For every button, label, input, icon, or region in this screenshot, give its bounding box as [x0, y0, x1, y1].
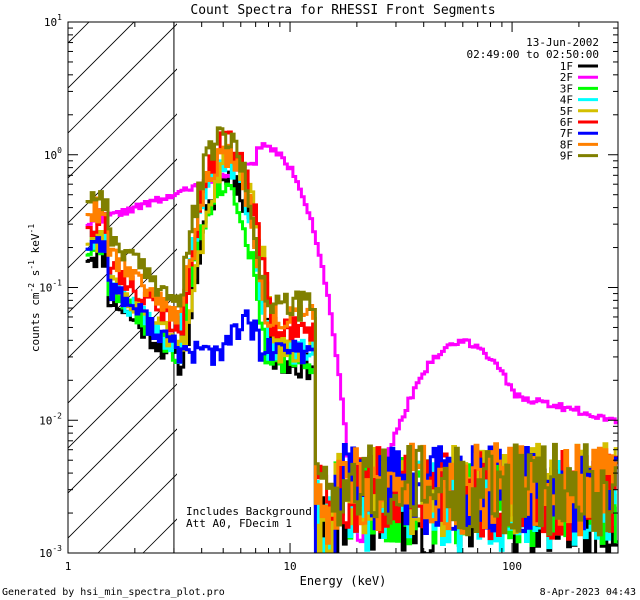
legend-label: 6F — [560, 116, 573, 129]
y-tick-label: 10-1 — [39, 279, 62, 295]
legend-label: 2F — [560, 71, 573, 84]
time-range-label: 02:49:00 to 02:50:00 — [467, 48, 599, 61]
hatch-line — [68, 383, 177, 494]
y-tick-label: 10-2 — [39, 411, 62, 427]
date-label: 13-Jun-2002 — [526, 36, 599, 49]
hatch-line — [68, 158, 177, 269]
y-tick-label: 10-3 — [39, 544, 62, 560]
chart-title: Count Spectra for RHESSI Front Segments — [190, 3, 495, 18]
footer-timestamp: 8-Apr-2023 04:43 — [540, 587, 636, 598]
legend-label: 8F — [560, 138, 573, 151]
y-axis-label: counts cm-2 s-1 keV-1 — [27, 224, 42, 352]
y-tick-label: 101 — [44, 13, 62, 29]
series-9F-line — [85, 126, 618, 537]
hatch-line — [68, 338, 177, 449]
x-axis-label: Energy (keV) — [300, 574, 387, 588]
series-8F-line — [85, 143, 618, 545]
x-tick-label: 100 — [502, 560, 522, 573]
footer-generated-by: Generated by hsi_min_spectra_plot.pro — [2, 587, 225, 598]
legend-label: 5F — [560, 105, 573, 118]
annotation-background: Includes Background — [186, 505, 312, 518]
x-tick-labels: 1 10 100 — [65, 560, 522, 573]
series-layer — [85, 126, 618, 553]
legend-label: 7F — [560, 127, 573, 140]
legend-label: 3F — [560, 82, 573, 95]
annotation-attenuator: Att A0, FDecim 1 — [186, 517, 292, 530]
hatch-line — [68, 428, 177, 539]
y-tick-label: 100 — [44, 146, 62, 162]
legend-label: 1F — [560, 60, 573, 73]
x-tick-label: 1 — [65, 560, 72, 573]
legend-label: 9F — [560, 150, 573, 163]
legend-label: 4F — [560, 94, 573, 107]
axis-ticks — [67, 21, 619, 554]
y-tick-labels: 10-3 10-2 10-1 100 101 — [39, 13, 62, 560]
x-tick-label: 10 — [283, 560, 296, 573]
